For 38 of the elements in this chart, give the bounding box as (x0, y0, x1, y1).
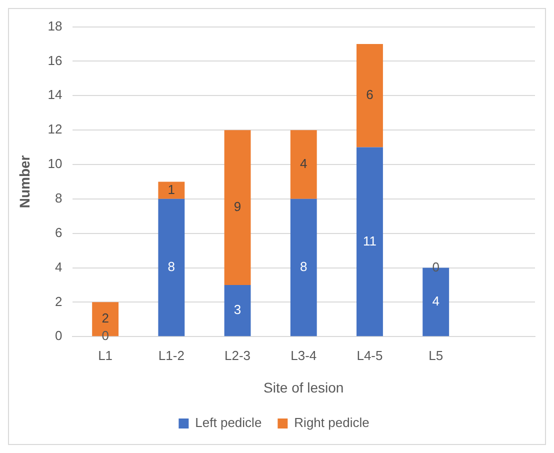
x-tick-label: L3-4 (290, 348, 317, 363)
bar (224, 284, 251, 336)
bar (158, 198, 185, 336)
y-tick-label: 10 (48, 156, 62, 172)
x-tick-label: L2-3 (224, 348, 251, 363)
x-tick-label: L1 (98, 348, 113, 363)
data-label: 6 (366, 87, 374, 102)
data-label: 8 (168, 259, 176, 274)
y-tick-label: 2 (55, 294, 62, 309)
bar (290, 130, 317, 199)
y-tick-label: 8 (55, 190, 62, 206)
data-label: 4 (432, 294, 440, 309)
data-label: 8 (300, 259, 308, 274)
data-label: 3 (234, 302, 242, 318)
y-tick-label: 16 (48, 52, 62, 68)
bar (356, 44, 383, 148)
data-label: 4 (300, 156, 308, 172)
y-tick-label: 18 (48, 18, 62, 34)
bar (356, 147, 383, 336)
y-tick-label: 14 (48, 87, 62, 102)
legend-label: Right pedicle (294, 415, 370, 430)
x-axis-title: Site of lesion (264, 379, 344, 396)
data-label: 1 (168, 182, 176, 197)
y-tick-label: 12 (48, 122, 62, 137)
x-tick-label: L4-5 (356, 348, 383, 363)
y-tick-label: 0 (55, 328, 62, 344)
bar (290, 198, 317, 336)
data-label: 9 (234, 199, 242, 214)
x-tick-label: L5 (428, 348, 444, 363)
bar (224, 130, 251, 285)
x-tick-label: L1-2 (158, 348, 184, 363)
data-label: 11 (362, 233, 376, 248)
y-tick-label: 4 (55, 259, 62, 274)
legend-label: Left pedicle (195, 415, 262, 430)
y-axis-title: Number (16, 154, 32, 208)
bar (158, 182, 185, 199)
y-tick-label: 6 (55, 224, 62, 240)
data-label: 2 (102, 310, 109, 326)
